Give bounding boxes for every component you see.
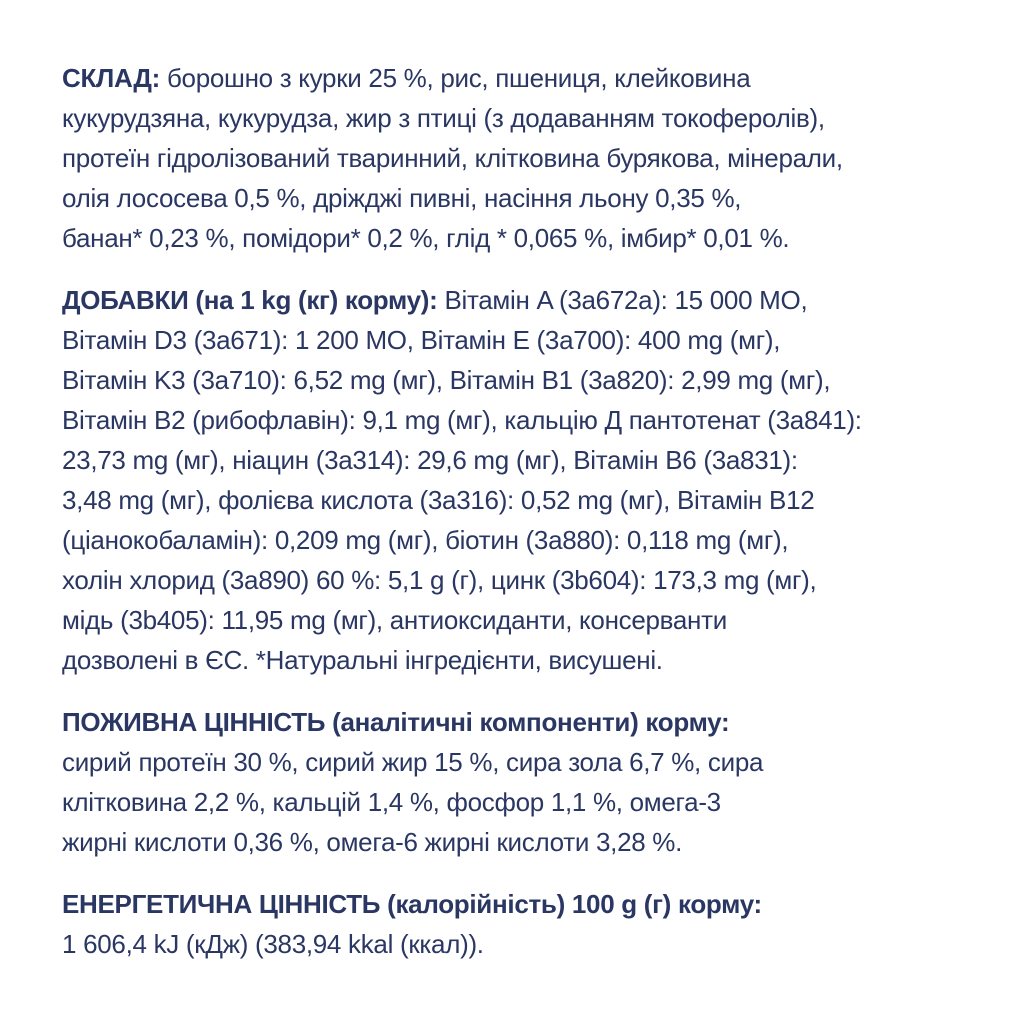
composition-heading: СКЛАД: [62, 63, 161, 93]
section-composition: СКЛАД: борошно з курки 25 %, рис, пшениц… [62, 58, 942, 258]
additives-line-1: Вітамін A (3a672a): 15 000 МО, [437, 285, 808, 315]
nutritional-line-1: сирий протеїн 30 %, сирий жир 15 %, сира… [62, 747, 764, 777]
nutritional-line-3: жирні кислоти 0,36 %, омега-6 жирні кисл… [62, 827, 683, 857]
composition-line-3: протеїн гідролізований тваринний, клітко… [62, 143, 843, 173]
section-nutritional-value: ПОЖИВНА ЦІННІСТЬ (аналітичні компоненти)… [62, 702, 942, 862]
section-energy-value: ЕНЕРГЕТИЧНА ЦІННІСТЬ (калорійність) 100 … [62, 884, 942, 964]
additives-line-2: Вітамін D3 (3a671): 1 200 МО, Вітамін E … [62, 325, 781, 355]
composition-line-4: олія лососева 0,5 %, дріжджі пивні, насі… [62, 183, 742, 213]
additives-line-6: 3,48 mg (мг), фолієва кислота (3a316): 0… [62, 485, 815, 515]
section-additives: ДОБАВКИ (на 1 kg (кг) корму): Вітамін A … [62, 280, 942, 680]
energy-value-heading: ЕНЕРГЕТИЧНА ЦІННІСТЬ (калорійність) 100 … [62, 889, 762, 919]
nutritional-value-heading: ПОЖИВНА ЦІННІСТЬ (аналітичні компоненти)… [62, 707, 730, 737]
additives-line-5: 23,73 mg (мг), ніацин (3a314): 29,6 mg (… [62, 445, 798, 475]
nutritional-line-2: клітковина 2,2 %, кальцій 1,4 %, фосфор … [62, 787, 721, 817]
additives-heading: ДОБАВКИ (на 1 kg (кг) корму): [62, 285, 438, 315]
additives-line-4: Вітамін B2 (рибофлавін): 9,1 mg (мг), ка… [62, 405, 862, 435]
composition-line-5: банан* 0,23 %, помідори* 0,2 %, глід * 0… [62, 223, 790, 253]
text-line: ДОБАВКИ (на 1 kg (кг) корму): Вітамін A … [62, 280, 942, 320]
additives-line-8: холін хлорид (3a890) 60 %: 5,1 g (г), ци… [62, 565, 817, 595]
composition-line-2: кукурудзяна, кукурудза, жир з птиці (з д… [62, 103, 825, 133]
text-line: СКЛАД: борошно з курки 25 %, рис, пшениц… [62, 58, 942, 98]
additives-line-9: мідь (3b405): 11,95 mg (мг), антиоксидан… [62, 605, 727, 635]
composition-line-1: борошно з курки 25 %, рис, пшениця, клей… [160, 63, 751, 93]
additives-line-7: (ціанокобаламін): 0,209 mg (мг), біотин … [62, 525, 789, 555]
additives-line-10: дозволені в ЄС. *Натуральні інгредієнти,… [62, 645, 663, 675]
additives-line-3: Вітамін K3 (3a710): 6,52 mg (мг), Вітамі… [62, 365, 831, 395]
energy-line-1: 1 606,4 kJ (кДж) (383,94 kkal (ккал)). [62, 929, 484, 959]
